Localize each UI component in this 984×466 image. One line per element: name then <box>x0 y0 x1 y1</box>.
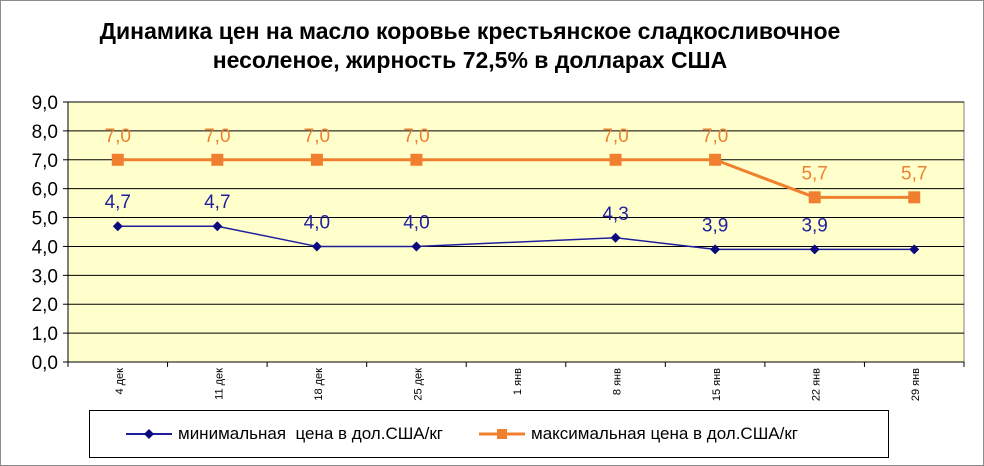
series-line-0 <box>117 225 915 251</box>
data-label: 5,7 <box>901 163 927 184</box>
x-tick-label: 11 дек <box>213 368 225 400</box>
data-label: 3,9 <box>801 215 827 236</box>
legend-item-min: минимальная цена в дол.США/кг <box>126 424 443 444</box>
data-label: 7,0 <box>602 126 628 147</box>
data-label: 5,7 <box>801 163 827 184</box>
data-point <box>212 221 223 232</box>
y-tick-label: 3,0 <box>32 266 58 287</box>
data-label: 4,7 <box>204 192 230 213</box>
series-line-1 <box>117 158 915 199</box>
y-tick-label: 4,0 <box>32 237 58 258</box>
data-label: 7,0 <box>105 126 131 147</box>
data-point <box>710 244 721 255</box>
data-point <box>610 232 621 243</box>
y-tick-label: 6,0 <box>32 180 58 201</box>
y-tick-label: 9,0 <box>32 93 58 114</box>
y-tick-label: 5,0 <box>32 209 58 230</box>
data-point <box>609 153 622 166</box>
data-label: 4,7 <box>105 192 131 213</box>
legend-marker-max <box>479 429 526 439</box>
y-tick-label: 1,0 <box>32 324 58 345</box>
data-point <box>808 191 821 204</box>
data-label: 3,9 <box>702 215 728 236</box>
data-label: 4,3 <box>602 204 628 225</box>
data-point <box>410 153 423 166</box>
data-label: 4,0 <box>304 212 330 233</box>
data-point <box>709 153 722 166</box>
y-tick-label: 8,0 <box>32 122 58 143</box>
data-label: 4,0 <box>403 212 429 233</box>
data-point <box>111 153 124 166</box>
x-tick-label: 18 дек <box>313 368 325 401</box>
data-label: 7,0 <box>403 126 429 147</box>
data-point <box>809 244 820 255</box>
data-point <box>211 153 224 166</box>
y-tick-label: 7,0 <box>32 151 58 172</box>
x-tick-label: 22 янв <box>811 368 823 401</box>
data-point <box>311 241 322 252</box>
y-tick-label: 0,0 <box>32 353 58 374</box>
legend-item-max: максимальная цена в дол.США/кг <box>479 424 798 444</box>
x-tick-label: 25 дек <box>412 368 424 401</box>
legend-marker-min <box>126 429 172 439</box>
chart-title: Динамика цен на масло коровье крестьянск… <box>99 18 841 73</box>
data-point <box>310 153 323 166</box>
legend: минимальная цена в дол.США/кг максимальн… <box>89 410 889 458</box>
x-tick-label: 1 янв <box>512 368 524 395</box>
plot-background <box>67 101 965 363</box>
data-label: 7,0 <box>702 126 728 147</box>
data-point <box>411 241 422 252</box>
data-point <box>908 191 921 204</box>
x-tick-label: 4 дек <box>114 368 126 395</box>
x-tick-label: 29 янв <box>910 368 922 401</box>
data-point <box>909 244 920 255</box>
legend-label-min: минимальная цена в дол.США/кг <box>178 424 444 443</box>
data-label: 7,0 <box>304 126 330 147</box>
y-tick-label: 2,0 <box>32 295 58 316</box>
x-tick-label: 15 янв <box>711 368 723 401</box>
legend-label-max: максимальная цена в дол.США/кг <box>531 424 798 443</box>
data-point <box>112 221 123 232</box>
data-label: 7,0 <box>204 126 230 147</box>
x-tick-label: 8 янв <box>612 368 624 395</box>
